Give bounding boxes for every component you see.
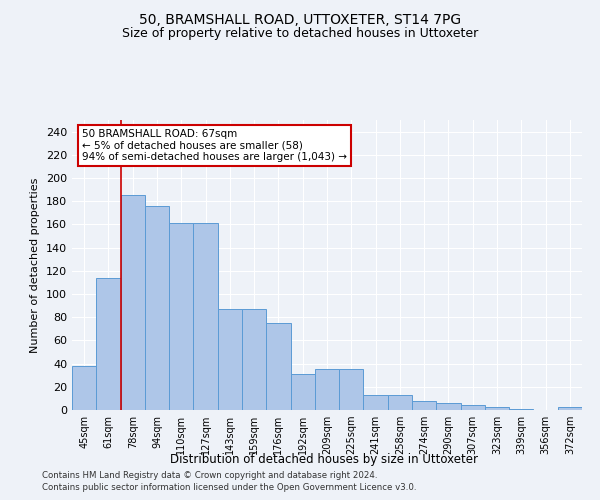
Bar	[169, 223, 193, 410]
Bar	[364, 395, 388, 410]
Bar	[388, 395, 412, 410]
Bar	[339, 370, 364, 410]
Bar	[558, 406, 582, 410]
Bar	[290, 374, 315, 410]
Bar	[121, 196, 145, 410]
Bar	[218, 309, 242, 410]
Bar	[485, 406, 509, 410]
Bar	[72, 366, 96, 410]
Bar	[436, 403, 461, 410]
Text: Contains HM Land Registry data © Crown copyright and database right 2024.: Contains HM Land Registry data © Crown c…	[42, 471, 377, 480]
Bar	[461, 406, 485, 410]
Text: 50, BRAMSHALL ROAD, UTTOXETER, ST14 7PG: 50, BRAMSHALL ROAD, UTTOXETER, ST14 7PG	[139, 12, 461, 26]
Bar	[412, 400, 436, 410]
Text: Contains public sector information licensed under the Open Government Licence v3: Contains public sector information licen…	[42, 484, 416, 492]
Text: Size of property relative to detached houses in Uttoxeter: Size of property relative to detached ho…	[122, 28, 478, 40]
Bar	[242, 309, 266, 410]
Bar	[96, 278, 121, 410]
Bar	[266, 323, 290, 410]
Bar	[315, 370, 339, 410]
Y-axis label: Number of detached properties: Number of detached properties	[31, 178, 40, 352]
Text: 50 BRAMSHALL ROAD: 67sqm
← 5% of detached houses are smaller (58)
94% of semi-de: 50 BRAMSHALL ROAD: 67sqm ← 5% of detache…	[82, 128, 347, 162]
Text: Distribution of detached houses by size in Uttoxeter: Distribution of detached houses by size …	[170, 452, 478, 466]
Bar	[509, 409, 533, 410]
Bar	[193, 223, 218, 410]
Bar	[145, 206, 169, 410]
